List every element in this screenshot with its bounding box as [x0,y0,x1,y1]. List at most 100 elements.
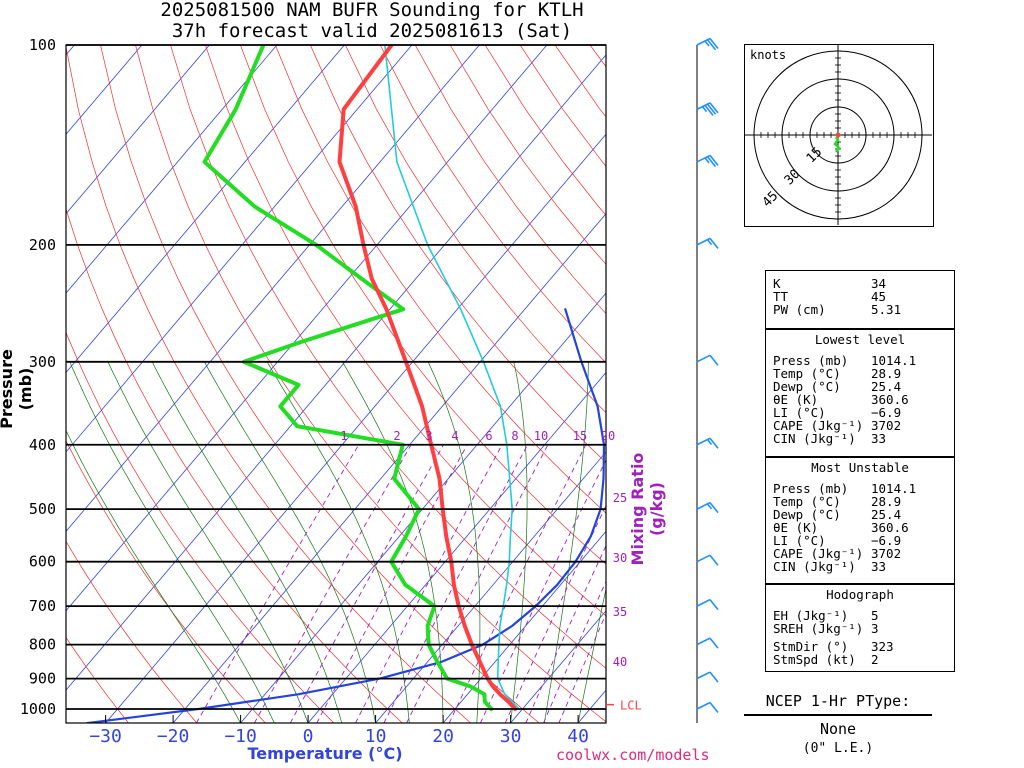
x-tick-label: 0 [303,726,314,747]
credit-link[interactable]: coolwx.com/models [556,746,710,764]
index-row: TT 45 [773,289,887,304]
wind-barb-flag [706,103,717,115]
moist-adiabat [543,361,589,723]
y-tick-label: 800 [29,636,56,654]
mixing-ratio-tick-label: 1 [340,429,347,443]
wind-barb-half [706,503,713,510]
wind-barb-flag [709,502,719,514]
dry-adiabat [66,636,129,723]
mixing-ratio-line [289,444,444,723]
wind-barb-flag [704,104,714,116]
mixing-ratio-tick-label: 30 [613,551,627,565]
moist-adiabat [266,361,410,723]
section-header: Hodograph [826,587,894,602]
wind-barb [696,501,719,514]
y-tick-label: 400 [29,436,56,454]
ptype-note: (0" L.E.) [802,741,874,756]
hodograph-unit-label: knots [750,48,786,62]
wind-barb-flag [709,102,719,114]
index-row: EH (Jkg⁻¹) 5 [773,608,879,623]
x-tick-label: 10 [365,726,387,747]
isotherm-line [105,133,606,723]
mixing-ratio-line [504,504,606,723]
wind-barb-flag [706,39,717,51]
isotherm-line [172,213,606,723]
y-tick-label: 100 [29,36,56,54]
section-header: Most Unstable [811,460,909,475]
mixing-ratio-line [479,459,606,723]
index-row: SREH (Jkg⁻¹) 3 [773,621,879,636]
x-tick-label: −30 [89,726,122,747]
isotherm-line [66,45,480,532]
index-row: CAPE (Jkg⁻¹) 3702 [773,418,902,433]
moist-adiabat [204,361,376,723]
wind-barb-half [704,40,710,47]
wind-barb [696,598,719,611]
isotherm-line [66,54,606,691]
mixing-ratio-label: Mixing Ratio (g/kg) [628,452,666,566]
wind-barb [696,437,719,449]
index-row: Temp (°C) 28.9 [773,366,902,381]
mixing-ratio-line [383,444,528,723]
dry-adiabat [274,45,606,514]
index-row: Temp (°C) 28.9 [773,494,902,509]
mixing-ratio-tick-label: 10 [534,429,548,443]
mixing-ratio-line [448,444,587,723]
index-row: θE (K) 360.6 [773,392,909,407]
x-tick-label: 30 [500,726,522,747]
wind-barb-staff [696,701,711,710]
x-tick-label: −10 [224,726,257,747]
wind-barb-half [706,239,713,246]
wind-barb-half [701,106,708,113]
isotherm-line [66,45,345,374]
dry-adiabat [379,45,606,364]
lowest-level-section: Lowest level Press (mb) 1014.1 Temp (°C) 2… [765,328,955,458]
wind-barb [696,102,719,116]
section-header: Lowest level [814,332,906,347]
dry-adiabat [66,439,266,723]
parcel-profile [86,308,606,723]
wind-barb-staff [696,354,711,363]
wind-barb [696,37,719,51]
wind-barb-half [704,157,710,164]
plot-frame [65,44,607,724]
ptype-panel: NCEP 1-Hr PType: None (0" L.E.) [744,692,932,756]
dry-adiabat [66,540,198,723]
mixing-ratio-tick-label: 4 [451,429,458,443]
x-axis-label: Temperature (°C) [247,744,403,763]
wind-barb-flag [709,154,719,166]
index-row: StmDir (°) 323 [773,639,894,654]
lcl-label: LCL [620,699,642,713]
wind-barb [696,354,719,366]
mixing-ratio-tick-label: 15 [573,429,587,443]
wind-barb [696,237,719,249]
wind-barb-flag [706,156,717,168]
index-row: Dewp (°C) 25.4 [773,507,902,522]
wind-barb-flag [709,702,719,713]
mixing-ratio-tick-label: 35 [613,605,627,619]
dewpoint-profile [202,45,494,711]
hodograph-trace [833,136,841,153]
most-unstable-section: Most Unstable Press (mb) 1014.1 Temp (°C)… [765,456,955,585]
index-row: PW (cm) 5.31 [773,302,902,317]
hodograph-section: Hodograph EH (Jkg⁻¹) 5 SREH (Jkg⁻¹) 3 StmD… [765,583,955,672]
x-tick-label: 20 [432,726,454,747]
y-tick-label: 1000 [20,700,56,718]
isotherm-line [442,530,606,723]
moist-adiabat [151,361,343,723]
hodograph-plot [745,45,932,225]
chart-subtitle: 37h forecast valid 2025081613 (Sat) [171,20,573,42]
index-row: Press (mb) 1014.1 [773,481,917,496]
index-row: StmSpd (kt) 2 [773,652,879,667]
y-tick-label: 700 [29,597,56,615]
dry-adiabat [344,45,606,414]
isotherm-line [66,45,413,453]
x-tick-label: 40 [567,726,589,747]
hodograph-frame [744,44,934,227]
dry-adiabat [66,208,403,723]
mixing-ratio-tick-label: 25 [613,491,627,505]
wind-barb [696,637,719,649]
ptype-title: NCEP 1-Hr PType: [744,692,932,716]
